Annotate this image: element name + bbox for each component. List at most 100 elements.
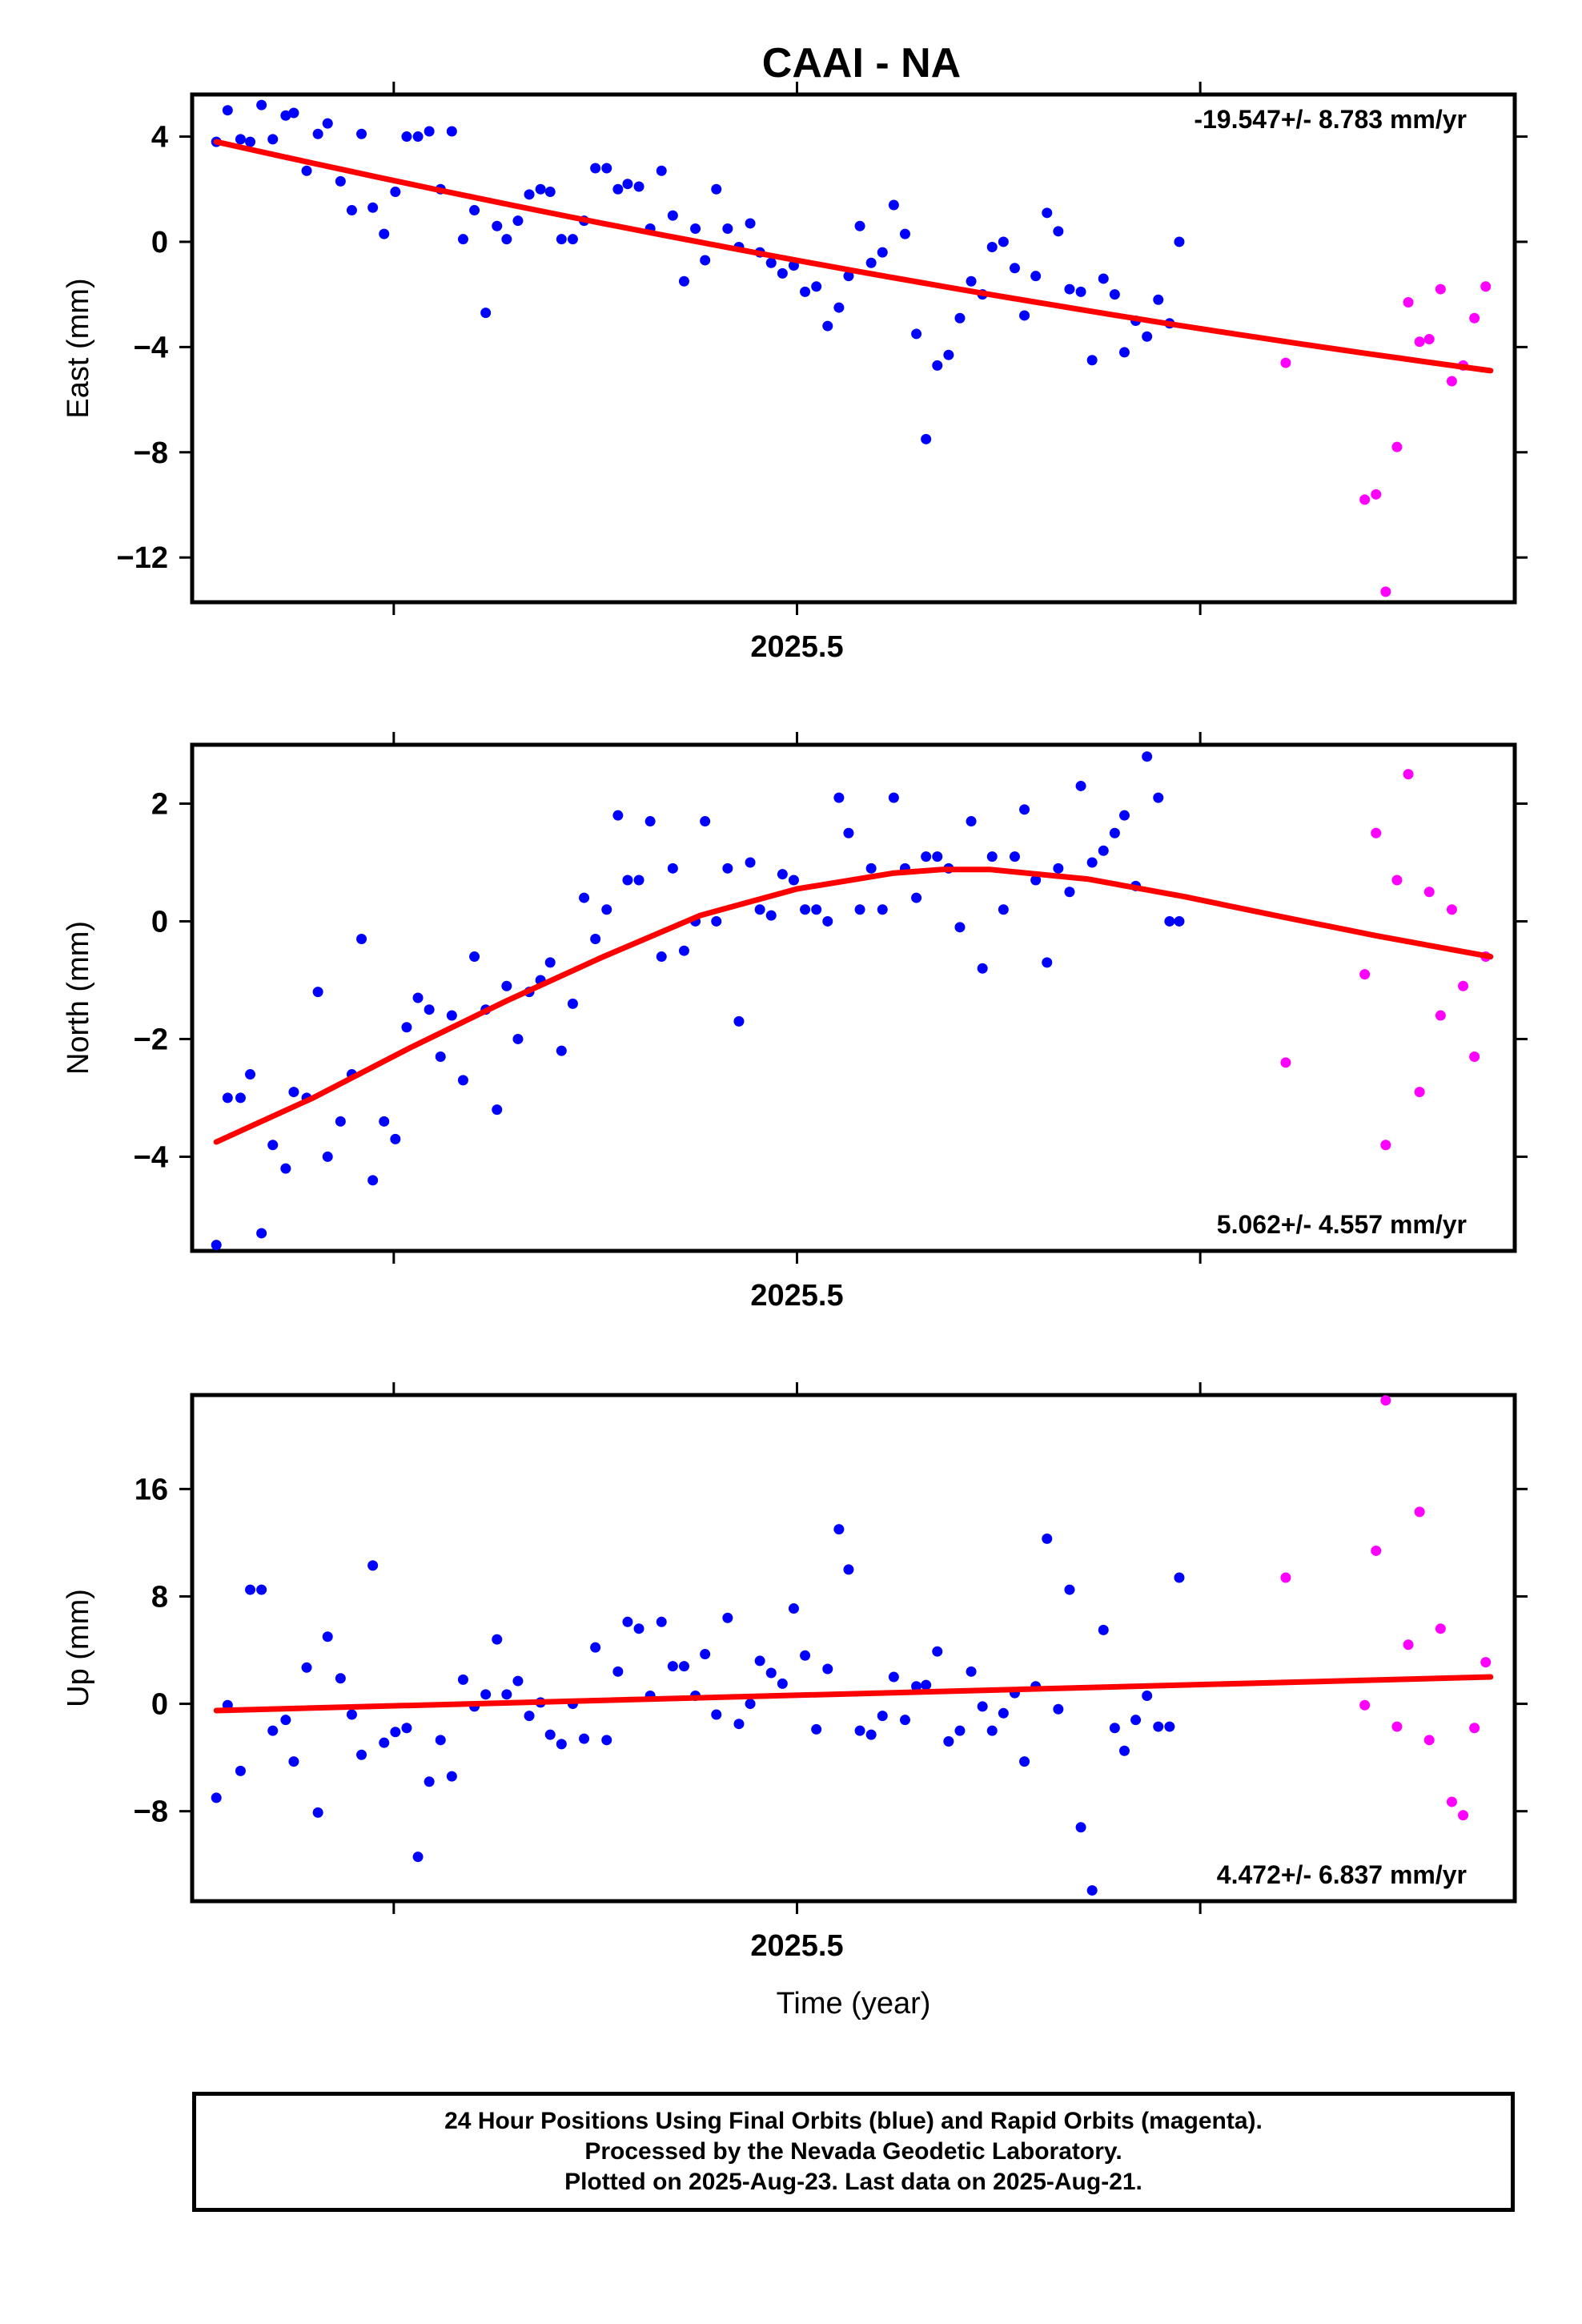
up-final-point bbox=[235, 1765, 246, 1776]
east-panel: 4 0 −4 −8 −12 2025.5 East (mm) -19.547+/- 8.783… bbox=[62, 82, 1528, 664]
north-final-point bbox=[1042, 957, 1053, 968]
east-final-point bbox=[512, 215, 524, 227]
up-final-point bbox=[622, 1616, 633, 1627]
north-rapid-point bbox=[1371, 827, 1382, 838]
up-final-point bbox=[1153, 1721, 1164, 1732]
north-rapid-point bbox=[1359, 969, 1371, 980]
north-rapid-point bbox=[1380, 1140, 1391, 1151]
up-rate-label: 4.472+/- 6.837 mm/yr bbox=[1217, 1860, 1467, 1889]
up-plot-area bbox=[211, 1395, 1494, 1896]
up-rapid-point bbox=[1480, 1657, 1492, 1668]
up-final-point bbox=[1019, 1756, 1030, 1767]
up-final-point bbox=[322, 1631, 333, 1642]
up-final-point bbox=[700, 1649, 711, 1660]
north-final-point bbox=[424, 1004, 435, 1015]
north-final-point bbox=[1019, 804, 1030, 815]
north-final-point bbox=[843, 827, 854, 838]
east-final-point bbox=[556, 234, 567, 245]
up-final-point bbox=[966, 1666, 977, 1677]
east-final-point bbox=[280, 110, 291, 121]
north-final-point bbox=[412, 992, 424, 1003]
up-final-point bbox=[811, 1723, 822, 1735]
up-final-point bbox=[245, 1584, 256, 1595]
east-final-point bbox=[590, 163, 601, 174]
north-final-point bbox=[280, 1163, 291, 1174]
footer-line-2: Processed by the Nevada Geodetic Laborat… bbox=[584, 2138, 1122, 2165]
north-final-point bbox=[1153, 792, 1164, 803]
east-final-point bbox=[690, 223, 701, 235]
east-final-point bbox=[986, 242, 998, 253]
east-final-point bbox=[711, 183, 722, 195]
north-frame bbox=[190, 742, 1517, 1253]
east-ytick-label: 4 bbox=[151, 121, 168, 155]
east-rapid-point bbox=[1414, 336, 1425, 348]
up-final-point bbox=[943, 1736, 954, 1747]
east-final-point bbox=[367, 202, 379, 213]
north-final-point bbox=[854, 904, 865, 915]
up-ytick-label: −8 bbox=[134, 1795, 168, 1829]
east-plot-area bbox=[211, 99, 1494, 597]
east-final-point bbox=[1019, 310, 1030, 321]
up-rapid-point bbox=[1446, 1796, 1457, 1807]
up-final-point bbox=[492, 1634, 503, 1645]
north-xtick-label: 2025.5 bbox=[750, 1279, 843, 1313]
north-final-point bbox=[733, 1015, 745, 1027]
east-final-point bbox=[833, 302, 845, 313]
north-final-point bbox=[633, 875, 644, 886]
north-final-point bbox=[469, 951, 480, 963]
east-final-point bbox=[492, 220, 503, 231]
up-frame bbox=[190, 1393, 1517, 1904]
east-final-point bbox=[288, 107, 299, 119]
north-final-point bbox=[556, 1045, 567, 1056]
east-rapid-point bbox=[1480, 281, 1492, 292]
up-final-point bbox=[480, 1689, 492, 1700]
up-final-point bbox=[888, 1671, 899, 1683]
up-final-point bbox=[722, 1612, 733, 1623]
east-final-point bbox=[865, 257, 877, 268]
north-rapid-point bbox=[1414, 1087, 1425, 1098]
up-final-point bbox=[601, 1735, 612, 1746]
up-final-point bbox=[667, 1661, 678, 1672]
north-final-point bbox=[1075, 780, 1086, 791]
north-final-point bbox=[1064, 887, 1075, 898]
north-final-point bbox=[446, 1010, 457, 1021]
up-final-point bbox=[1130, 1715, 1142, 1726]
east-final-point bbox=[1053, 226, 1064, 237]
east-rapid-point bbox=[1280, 357, 1291, 368]
east-final-point bbox=[267, 134, 279, 145]
east-final-point bbox=[811, 281, 822, 292]
up-rapid-point bbox=[1458, 1810, 1469, 1821]
east-rapid-point bbox=[1423, 334, 1435, 345]
north-final-point bbox=[1164, 915, 1175, 927]
north-final-point bbox=[754, 904, 765, 915]
up-ylabel: Up (mm) bbox=[62, 1589, 95, 1707]
north-final-point bbox=[921, 851, 932, 862]
north-final-point bbox=[288, 1087, 299, 1098]
east-final-point bbox=[921, 433, 932, 444]
up-final-point bbox=[267, 1725, 279, 1736]
up-final-point bbox=[501, 1689, 512, 1700]
north-rapid-point bbox=[1423, 887, 1435, 898]
up-final-point bbox=[911, 1681, 922, 1692]
east-final-point bbox=[1153, 294, 1164, 305]
up-rapid-point bbox=[1280, 1572, 1291, 1583]
north-final-point bbox=[678, 945, 689, 956]
east-final-point bbox=[1174, 236, 1185, 247]
east-final-point bbox=[301, 165, 312, 176]
east-final-point bbox=[412, 131, 424, 143]
up-final-point bbox=[1164, 1721, 1175, 1732]
east-frame bbox=[190, 92, 1517, 605]
up-final-point bbox=[843, 1564, 854, 1575]
east-rate-label: -19.547+/- 8.783 mm/yr bbox=[1194, 105, 1467, 134]
north-final-point bbox=[1030, 875, 1042, 886]
north-panel: 2 0 −2 −4 2025.5 North (mm) 5.062+/- 4.557 mm/… bbox=[62, 732, 1528, 1313]
up-final-point bbox=[390, 1727, 401, 1738]
up-rapid-point bbox=[1380, 1395, 1391, 1406]
north-final-point bbox=[667, 862, 678, 874]
up-final-point bbox=[1075, 1822, 1086, 1833]
up-final-point bbox=[424, 1776, 435, 1787]
up-final-point bbox=[312, 1807, 323, 1818]
north-final-point bbox=[865, 862, 877, 874]
east-xtick-label: 2025.5 bbox=[750, 630, 843, 664]
north-final-point bbox=[888, 792, 899, 803]
